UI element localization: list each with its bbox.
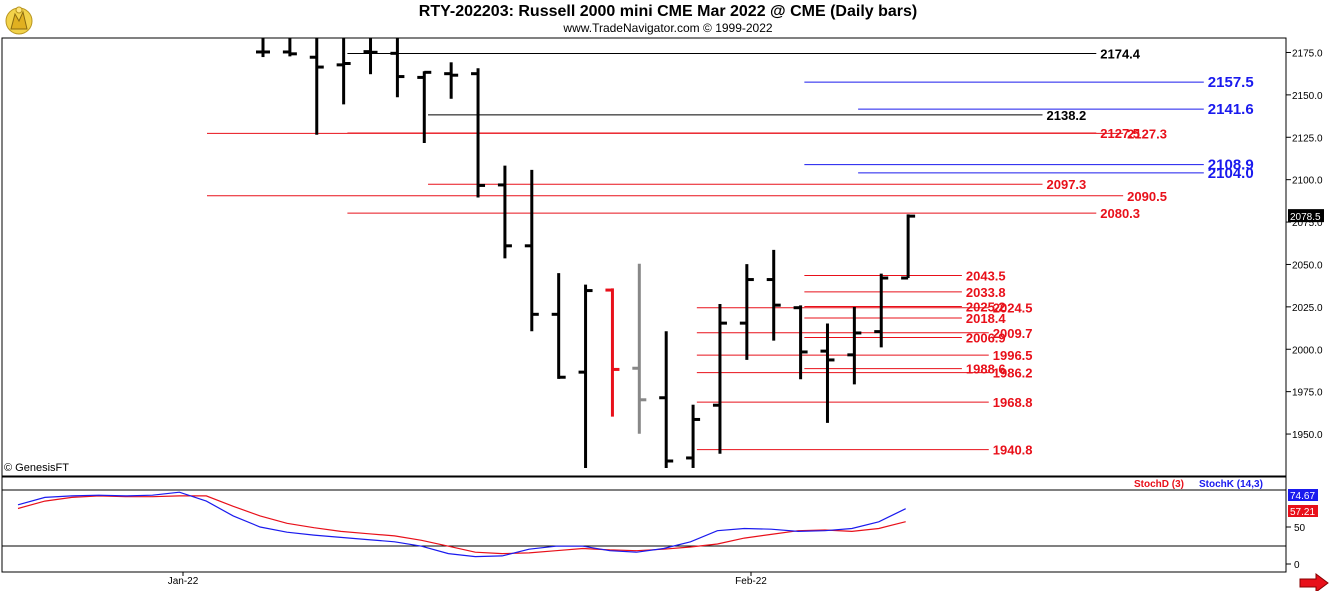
level-label: 2025.2	[966, 300, 1006, 315]
level-label: 2090.5	[1127, 189, 1167, 204]
level-label: 2018.4	[966, 311, 1007, 326]
data-credit: © GenesisFT	[4, 462, 69, 474]
chart-title: RTY-202203: Russell 2000 mini CME Mar 20…	[418, 3, 918, 20]
level-label: 2104.0	[1208, 165, 1254, 182]
last-price-tag	[1288, 209, 1324, 223]
level-label: 2006.9	[966, 331, 1006, 346]
x-axis-label: Feb-22	[735, 576, 767, 587]
stochd-value-tag	[1288, 505, 1318, 517]
scroll-right-arrow-icon[interactable]	[1299, 573, 1329, 591]
chart-header: RTY-202203: Russell 2000 mini CME Mar 20…	[0, 0, 1336, 38]
price-panel-frame	[1, 37, 1287, 477]
level-label: 2097.3	[1047, 177, 1087, 192]
level-label: 2024.5	[993, 301, 1033, 316]
stochk-value-tag	[1288, 489, 1318, 501]
stochd-line	[17, 495, 906, 555]
price-tick-label: 2150.0	[1292, 91, 1323, 102]
stochk-line	[17, 491, 906, 558]
level-label: 2141.6	[1208, 101, 1254, 118]
price-tick-label: 2125.0	[1292, 133, 1323, 144]
price-tick-label: 1950.0	[1292, 430, 1323, 441]
level-label: 2009.7	[993, 326, 1033, 341]
stochk-value-label: 74.67	[1290, 491, 1315, 502]
legend-stochd: StochD (3)	[1134, 479, 1184, 490]
price-tick-label: 2050.0	[1292, 260, 1323, 271]
level-label: 1940.8	[993, 443, 1033, 458]
last-price-label: 2078.5	[1290, 212, 1321, 223]
price-tick-label: 2075.0	[1292, 218, 1323, 229]
level-label: 1996.5	[993, 348, 1033, 363]
price-plot-area: 2174.42157.52141.62138.22127.52127.32108…	[207, 38, 1254, 468]
level-label: 2043.5	[966, 268, 1006, 283]
level-label: 2080.3	[1100, 206, 1140, 221]
stoch-tick-label: 0	[1294, 560, 1300, 571]
price-tick-label: 2000.0	[1292, 345, 1323, 356]
oscillator-panel-frame	[1, 476, 1287, 573]
price-tick-label: 2175.0	[1292, 48, 1323, 59]
level-label: 2174.4	[1100, 46, 1141, 61]
level-label: 2033.8	[966, 285, 1006, 300]
stoch-tick-label: 50	[1294, 523, 1306, 534]
price-tick-label: 2025.0	[1292, 303, 1323, 314]
price-tick-label: 2100.0	[1292, 176, 1323, 187]
level-label: 2138.2	[1047, 108, 1087, 123]
level-label: 1968.8	[993, 395, 1033, 410]
level-label: 2157.5	[1208, 74, 1254, 91]
level-label: 1986.2	[993, 366, 1033, 381]
legend-stochk: StochK (14,3)	[1199, 479, 1263, 490]
chart-subtitle: www.TradeNavigator.com © 1999-2022	[563, 21, 773, 35]
x-axis-label: Jan-22	[168, 576, 199, 587]
level-label: 2108.9	[1208, 157, 1254, 174]
level-label: 2127.3	[1127, 126, 1167, 141]
price-tick-label: 1975.0	[1292, 388, 1323, 399]
stochd-value-label: 57.21	[1290, 507, 1315, 518]
genesis-logo-icon	[5, 6, 33, 35]
